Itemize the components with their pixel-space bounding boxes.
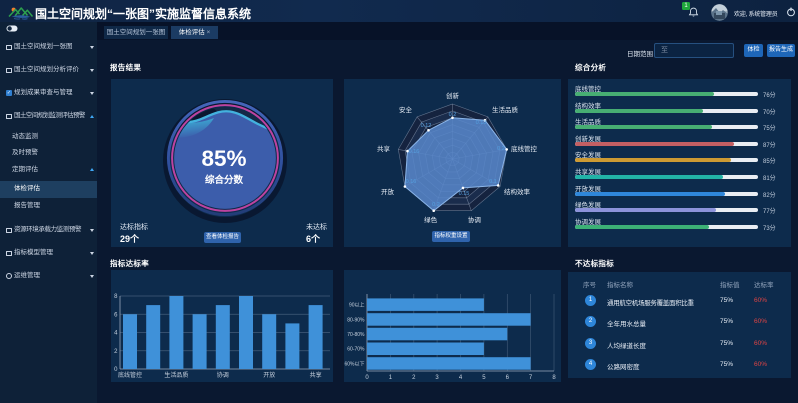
svg-text:生活品质: 生活品质: [164, 371, 188, 379]
svg-text:70-80%: 70-80%: [347, 332, 365, 338]
svg-text:0.2: 0.2: [497, 146, 505, 152]
svg-text:综合分数: 综合分数: [204, 174, 243, 186]
svg-text:0.2: 0.2: [432, 202, 440, 208]
svg-text:5: 5: [482, 375, 486, 381]
svg-text:结构效率: 结构效率: [504, 187, 531, 196]
svg-text:3: 3: [435, 375, 439, 381]
svg-text:创新: 创新: [446, 91, 460, 100]
svg-text:0.16: 0.16: [409, 149, 420, 155]
svg-text:1: 1: [389, 375, 393, 381]
svg-text:0.12: 0.12: [421, 123, 432, 129]
svg-text:2: 2: [412, 375, 416, 381]
svg-text:0: 0: [365, 375, 369, 381]
svg-text:协调: 协调: [217, 371, 229, 379]
svg-text:8: 8: [552, 375, 556, 381]
svg-text:0.16: 0.16: [406, 179, 417, 185]
svg-text:0.2: 0.2: [449, 112, 457, 118]
svg-text:60-70%: 60-70%: [347, 347, 365, 353]
svg-text:80-90%: 80-90%: [347, 317, 365, 323]
svg-text:协调: 协调: [468, 215, 481, 224]
svg-text:8: 8: [114, 294, 118, 300]
svg-text:安全: 安全: [399, 105, 413, 114]
svg-text:60%以下: 60%以下: [344, 361, 364, 367]
svg-text:0.1: 0.1: [489, 179, 497, 185]
svg-text:底线管控: 底线管控: [118, 371, 142, 379]
svg-text:0.13: 0.13: [476, 120, 487, 126]
svg-text:6: 6: [506, 375, 510, 381]
svg-text:绿色: 绿色: [424, 215, 438, 224]
svg-text:4: 4: [114, 331, 118, 337]
svg-text:85%: 85%: [201, 146, 246, 171]
svg-text:2: 2: [114, 349, 118, 355]
svg-text:90以上: 90以上: [349, 302, 365, 309]
svg-text:0.15: 0.15: [459, 191, 470, 197]
svg-text:0: 0: [114, 367, 118, 373]
svg-text:共享: 共享: [377, 144, 391, 153]
svg-text:7: 7: [529, 375, 533, 381]
svg-text:底线管控: 底线管控: [511, 144, 538, 153]
svg-text:共享: 共享: [310, 371, 322, 379]
svg-text:6: 6: [114, 313, 118, 319]
svg-text:生活品质: 生活品质: [492, 105, 519, 114]
svg-text:开放: 开放: [381, 187, 395, 196]
svg-text:开放: 开放: [263, 371, 275, 379]
svg-text:4: 4: [459, 375, 463, 381]
